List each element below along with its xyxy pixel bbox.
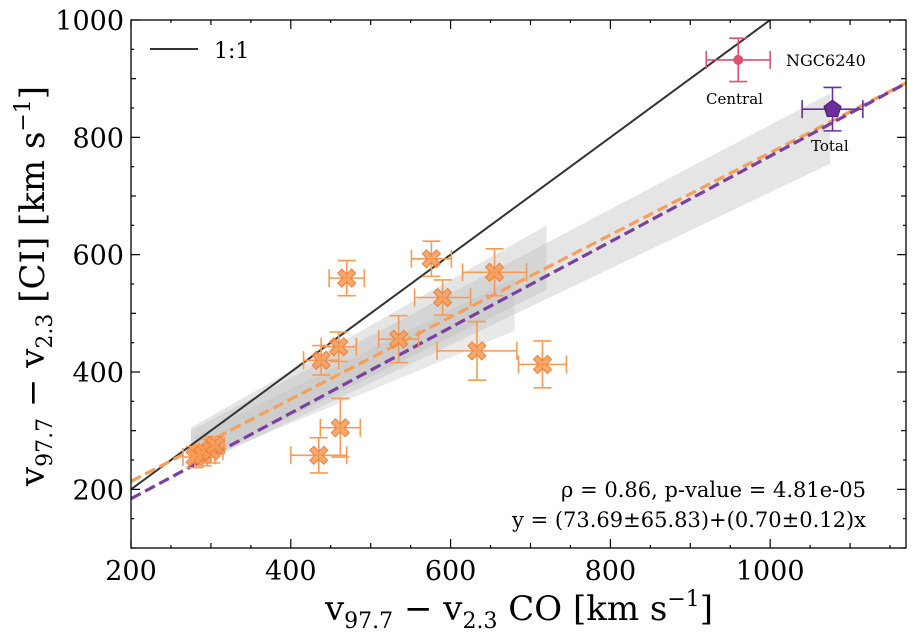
data-point-x-marker [309,445,329,466]
y-tick-label: 1000 [55,6,124,37]
y-tick-label: 800 [72,123,124,154]
confidence-bands [190,93,831,469]
data-point-x-marker [205,435,225,456]
y-axis-title: v97.7 − v2.3 [CI] [km s−1] [11,86,58,487]
series-ngc6240-total [801,86,864,132]
data-point-circle [733,54,744,65]
orange-fit-line [131,81,906,483]
x-tick-label: 400 [265,556,317,587]
data-point-x-marker [532,354,553,375]
tick-labels: 200 400 600 800 1000 200 400 600 800 1000 [55,6,804,587]
stats-annotation: ρ = 0.86, p-value = 4.81e-05 [561,478,866,502]
data-point-x-marker [329,337,349,357]
y-tick-label: 200 [72,475,124,506]
data-point-x-marker [432,287,453,308]
confidence-band-3 [194,278,515,463]
data-point-x-marker [484,262,505,282]
series-ngc6240-central [705,37,771,83]
data-points [182,37,864,474]
legend: 1:1 [150,39,249,64]
confidence-band-2 [190,93,831,469]
axis-ticks [130,19,906,549]
x-tick-label: 1000 [736,556,805,587]
y-tick-label: 400 [72,358,124,389]
x-tick-label: 600 [425,556,477,587]
data-point-x-marker [388,329,409,349]
data-point-x-marker [421,249,442,269]
x-tick-label: 200 [105,556,157,587]
x-axis-title: v97.7 − v2.3 CO [km s−1] [324,587,713,634]
y-tick-label: 600 [72,241,124,272]
total-label: Total [811,137,849,155]
legend-label: 1:1 [214,39,249,64]
series-galaxies [182,240,568,474]
data-point-pentagon [823,99,842,117]
data-point-x-marker [330,418,351,438]
fit-equation-annotation: y = (73.69±65.83)+(0.70±0.12)x [511,508,866,532]
data-point-x-marker [337,268,357,288]
purple-fit-line [131,81,906,501]
data-point-x-marker [467,341,487,361]
central-label: Central [706,90,763,108]
x-tick-label: 800 [585,556,637,587]
ngc-name-label: NGC6240 [786,51,866,70]
data-point-x-marker [311,350,331,370]
